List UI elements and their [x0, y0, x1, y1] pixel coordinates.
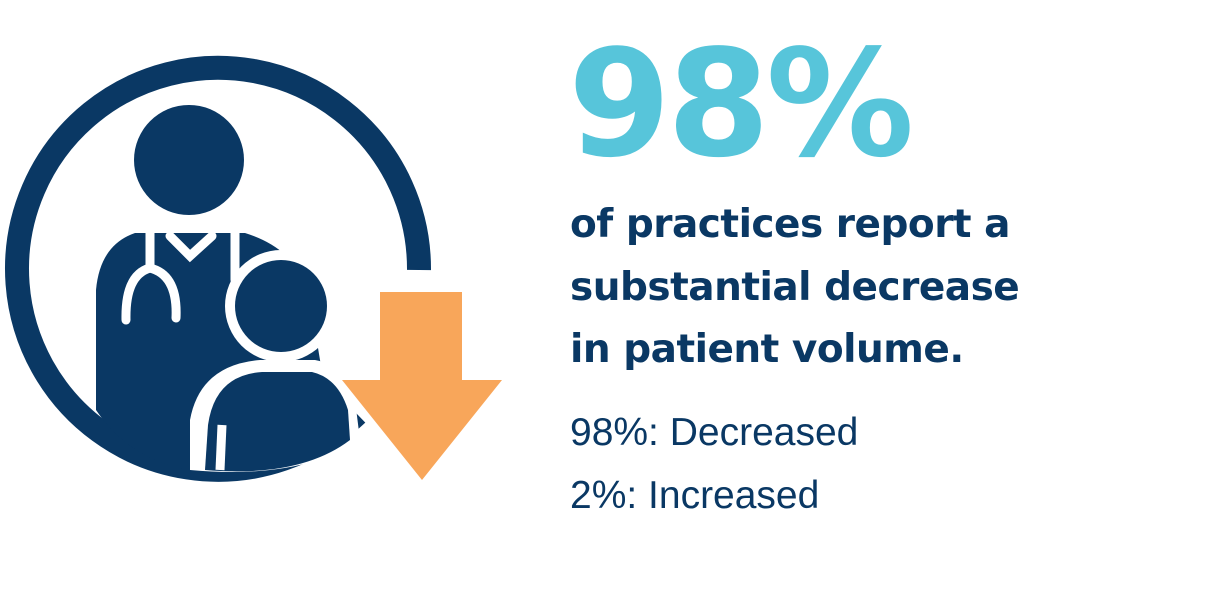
headline: 98% [568, 18, 910, 190]
down-arrow [342, 292, 502, 480]
child-head [235, 260, 327, 352]
stethoscope [121, 228, 240, 325]
child-body [205, 372, 350, 472]
child-arm [215, 424, 227, 471]
breakdown-item: 2%: Increased [570, 474, 819, 517]
statement-line: of practices report a [570, 202, 1010, 247]
statement-line: in patient volume. [570, 327, 964, 372]
doctor-head [134, 105, 244, 215]
statement-line: substantial decrease [570, 265, 1019, 310]
breakdown-item: 98%: Decreased [570, 411, 858, 454]
icon [5, 55, 502, 482]
